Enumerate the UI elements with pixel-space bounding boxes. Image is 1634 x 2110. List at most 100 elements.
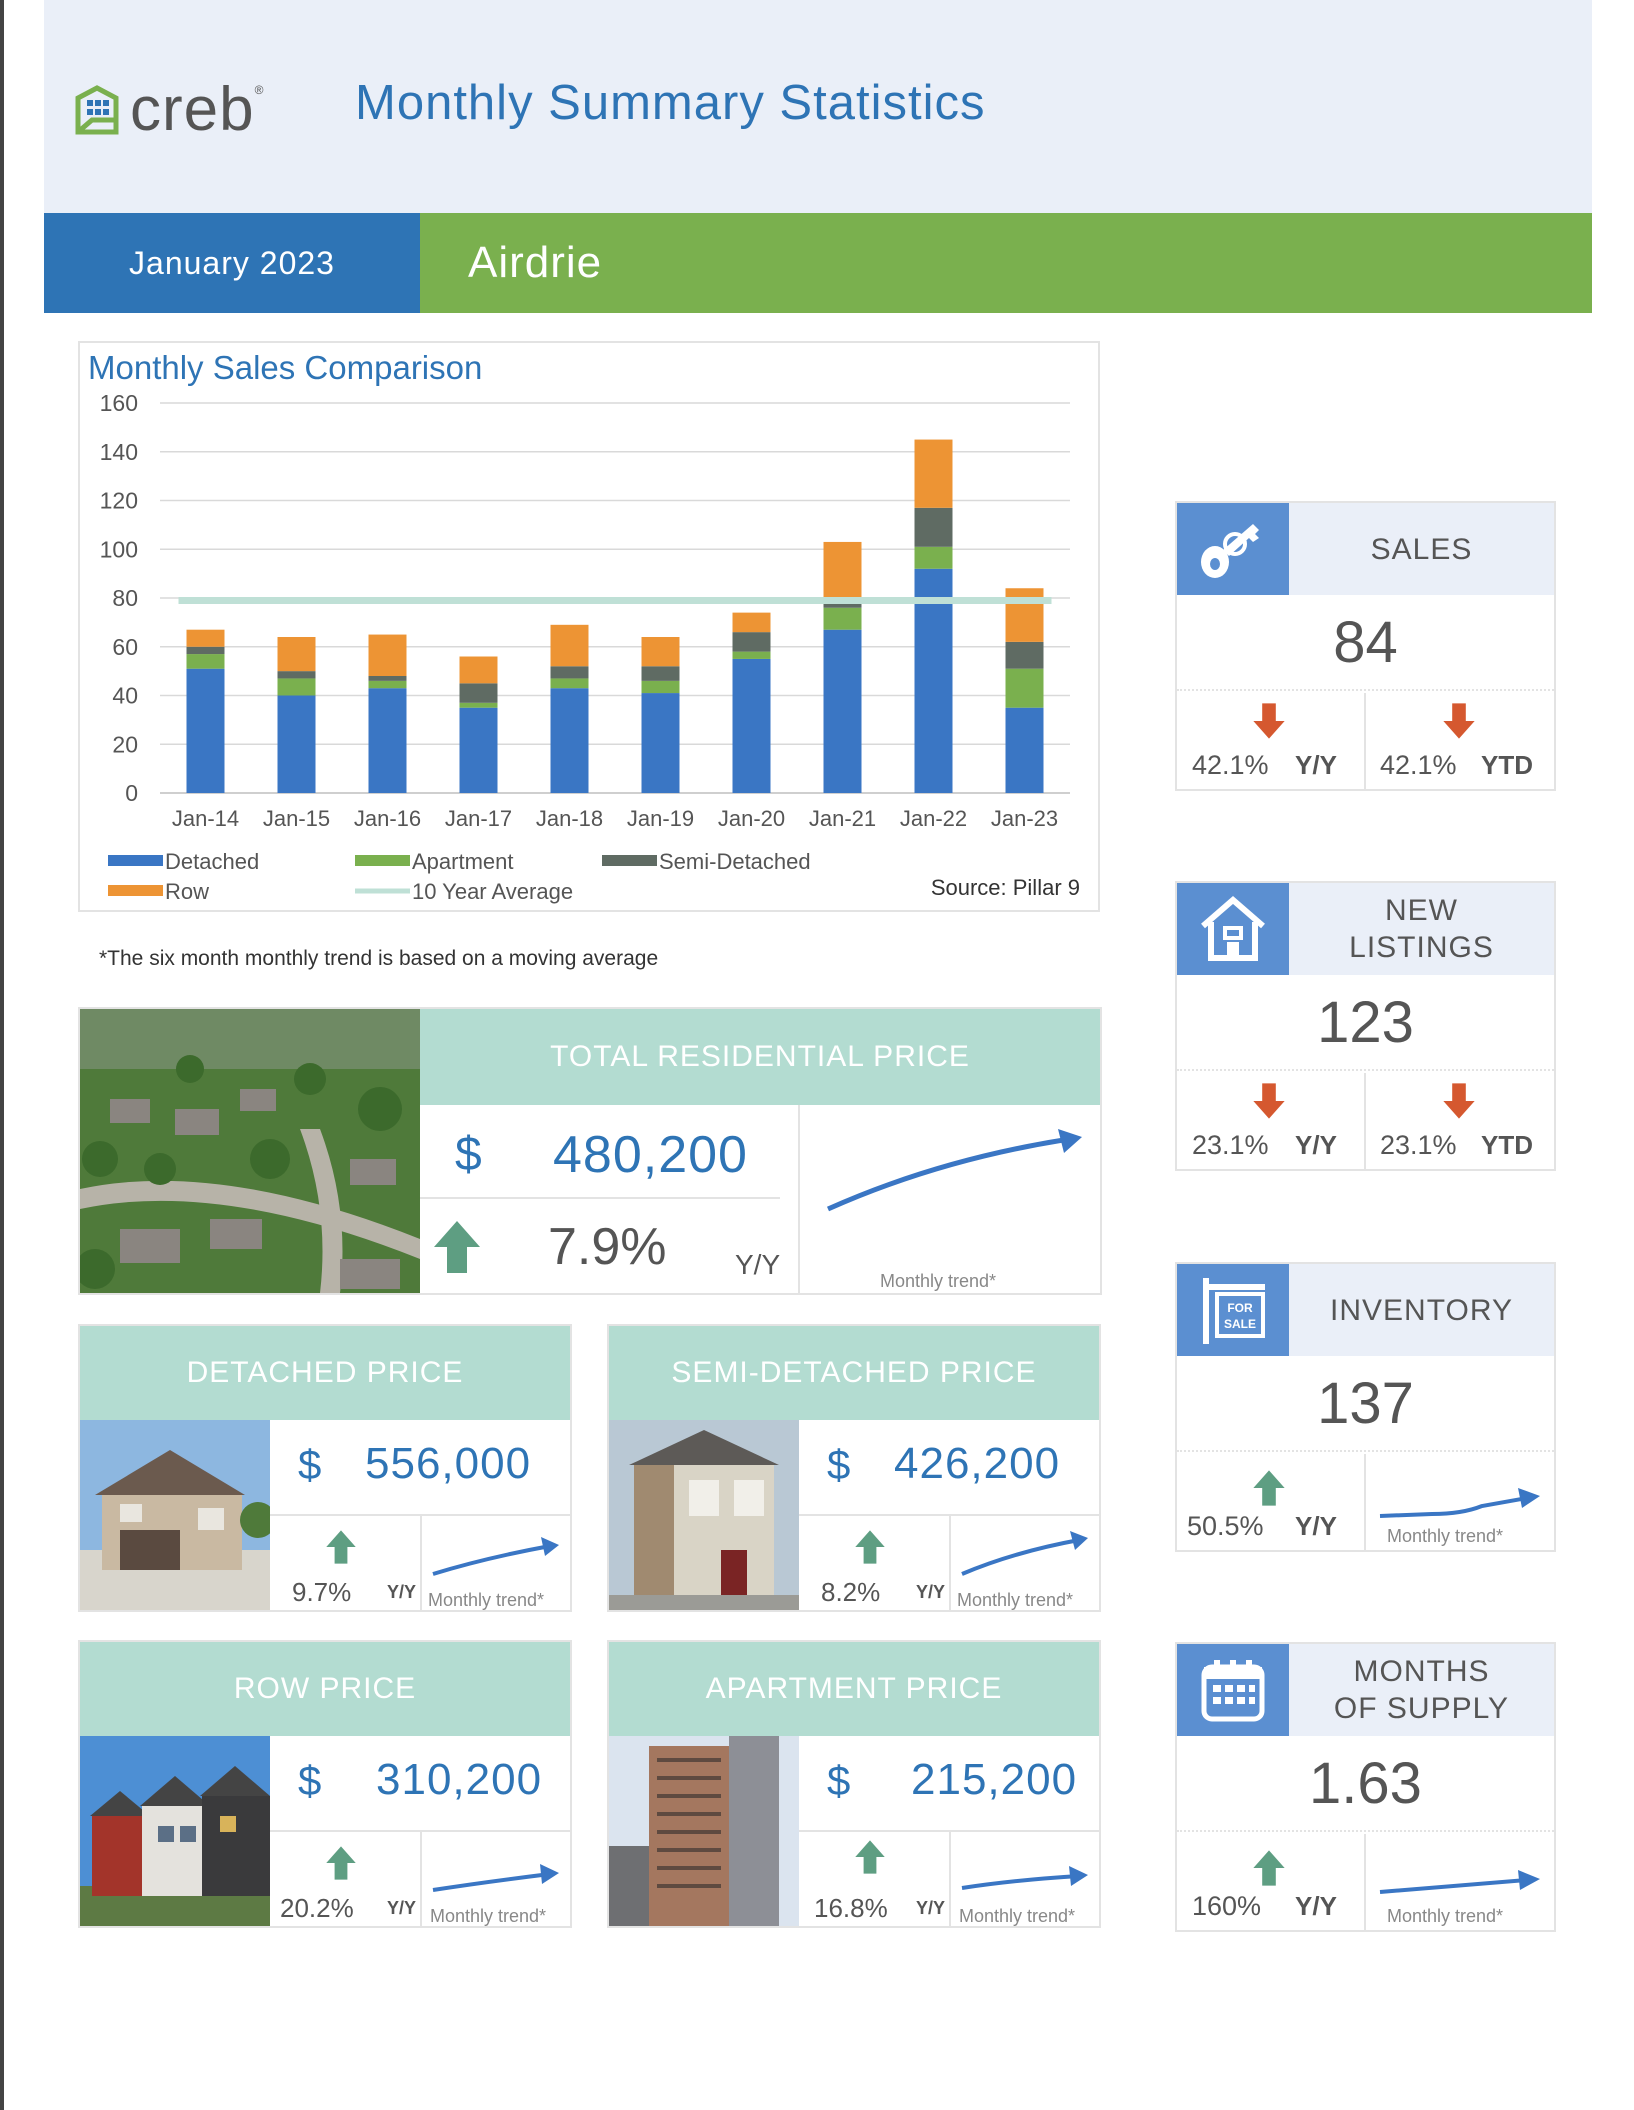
sign-text-for: FOR — [1227, 1301, 1253, 1315]
apartment-dollar-sign: $ — [827, 1757, 851, 1804]
inventory-label: INVENTORY — [1289, 1264, 1554, 1356]
y-tick-label: 120 — [100, 488, 138, 514]
bar-semi-detached — [186, 646, 225, 655]
trend-line-icon — [432, 1864, 559, 1892]
new-listings-ytd-change: 23.1% — [1380, 1130, 1457, 1160]
sales-value: 84 — [1177, 595, 1554, 691]
divider — [1364, 1834, 1366, 1930]
x-tick-label: Jan-19 — [627, 806, 694, 831]
row-price-card: ROW PRICE $ 310,200 20.2% Y/Y Monthly tr… — [78, 1640, 572, 1928]
divider — [420, 1514, 422, 1610]
arrow-up-icon — [326, 1846, 356, 1880]
new-listings-yy-change: 23.1% — [1192, 1130, 1269, 1160]
trend-line-icon — [432, 1537, 559, 1576]
sales-label: SALES — [1289, 503, 1554, 595]
months-of-supply-yy-change: 160% — [1192, 1891, 1262, 1921]
logo-text: creb — [130, 75, 255, 144]
bar-semi-detached — [459, 683, 498, 703]
months-of-supply-trend-label: Monthly trend* — [1387, 1906, 1504, 1926]
bar-detached — [368, 688, 407, 793]
bar-row — [459, 656, 498, 684]
arrow-down-icon — [1443, 703, 1475, 739]
trend-line-icon — [1379, 1870, 1540, 1894]
y-tick-label: 0 — [125, 780, 138, 806]
legend-label: Semi-Detached — [659, 849, 811, 874]
inventory-value: 137 — [1177, 1356, 1554, 1452]
semi-detached-price-value: 426,200 — [894, 1439, 1061, 1488]
bar-row — [914, 439, 953, 508]
chart-source: Source: Pillar 9 — [931, 875, 1080, 900]
arrow-up-icon — [855, 1530, 885, 1564]
divider — [949, 1830, 951, 1926]
months-of-supply-yy-tag: Y/Y — [1295, 1891, 1337, 1921]
arrow-up-icon — [434, 1221, 480, 1273]
semi-detached-price-title: SEMI-DETACHED PRICE — [609, 1326, 1099, 1420]
arrow-down-icon — [1443, 1083, 1475, 1119]
trend-line-icon — [1379, 1488, 1540, 1518]
divider — [1364, 1454, 1366, 1550]
bar-row — [732, 612, 771, 633]
semi-detached-price-card: SEMI-DETACHED PRICE $ 426,200 8.2% Y/Y M… — [607, 1324, 1101, 1612]
monthly-sales-chart: Monthly Sales Comparison 0 20 40 60 80 100 120… — [78, 341, 1100, 912]
row-yy: Y/Y — [387, 1898, 417, 1918]
legend-swatch — [355, 855, 410, 866]
bar-detached — [1005, 707, 1044, 793]
x-tick-label: Jan-18 — [536, 806, 603, 831]
divider — [1364, 1073, 1366, 1169]
detached-price-value: 556,000 — [365, 1439, 532, 1488]
bar-row — [823, 541, 862, 598]
bar-detached — [823, 629, 862, 793]
divider — [949, 1514, 951, 1610]
arrow-up-icon — [855, 1840, 885, 1874]
legend-label: Apartment — [412, 849, 514, 874]
arrow-down-icon — [1253, 1083, 1285, 1119]
legend-label: Detached — [165, 849, 259, 874]
new-listings-icon-box — [1177, 883, 1289, 975]
page-title: Monthly Summary Statistics — [355, 76, 986, 130]
semi-detached-trend-label: Monthly trend* — [957, 1590, 1074, 1610]
bar-apartment — [277, 678, 316, 696]
sales-stat-card: SALES 84 42.1% Y/Y 42.1% YTD — [1175, 501, 1556, 791]
x-tick-label: Jan-22 — [900, 806, 967, 831]
inventory-yy-tag: Y/Y — [1295, 1511, 1337, 1541]
bar-semi-detached — [1005, 641, 1044, 669]
semi-detached-dollar-sign: $ — [827, 1441, 851, 1488]
y-tick-label: 20 — [112, 731, 138, 757]
bar-semi-detached — [914, 507, 953, 547]
total-price-title: TOTAL RESIDENTIAL PRICE — [420, 1009, 1100, 1105]
bar-row — [186, 629, 225, 647]
apartment-price-title: APARTMENT PRICE — [609, 1642, 1099, 1736]
new-listings-ytd-tag: YTD — [1481, 1130, 1533, 1160]
bar-apartment — [823, 607, 862, 630]
bar-apartment — [732, 651, 771, 659]
arrow-up-icon — [1253, 1850, 1285, 1886]
y-tick-label: 100 — [100, 536, 138, 562]
inventory-yy-change: 50.5% — [1187, 1511, 1264, 1541]
x-tick-label: Jan-21 — [809, 806, 876, 831]
bar-apartment — [459, 702, 498, 708]
row-price-title: ROW PRICE — [80, 1642, 570, 1736]
divider — [420, 1197, 780, 1199]
creb-logo-icon — [75, 85, 119, 135]
house-icon — [1201, 896, 1265, 961]
sign-text-sale: SALE — [1224, 1317, 1256, 1331]
semi-detached-yy: Y/Y — [916, 1582, 946, 1602]
bar-semi-detached — [641, 666, 680, 681]
report-header: creb ® Monthly Summary Statistics — [44, 0, 1592, 213]
total-price-trend-label: Monthly trend* — [880, 1271, 997, 1291]
detached-price-title: DETACHED PRICE — [80, 1326, 570, 1420]
bar-semi-detached — [368, 676, 407, 681]
y-tick-label: 40 — [112, 683, 138, 709]
trend-line-icon — [961, 1866, 1088, 1890]
sales-icon-box — [1177, 503, 1289, 595]
legend-label: 10 Year Average — [412, 879, 573, 904]
bar-row — [550, 624, 589, 667]
report-city: Airdrie — [420, 213, 1592, 313]
row-dollar-sign: $ — [298, 1757, 322, 1804]
detached-price-change: 9.7% — [292, 1577, 352, 1607]
new-listings-label: NEW LISTINGS — [1289, 883, 1554, 975]
bar-semi-detached — [277, 671, 316, 679]
legend-swatch — [108, 855, 163, 866]
arrow-down-icon — [1253, 703, 1285, 739]
total-price-yy: Y/Y — [735, 1249, 781, 1280]
